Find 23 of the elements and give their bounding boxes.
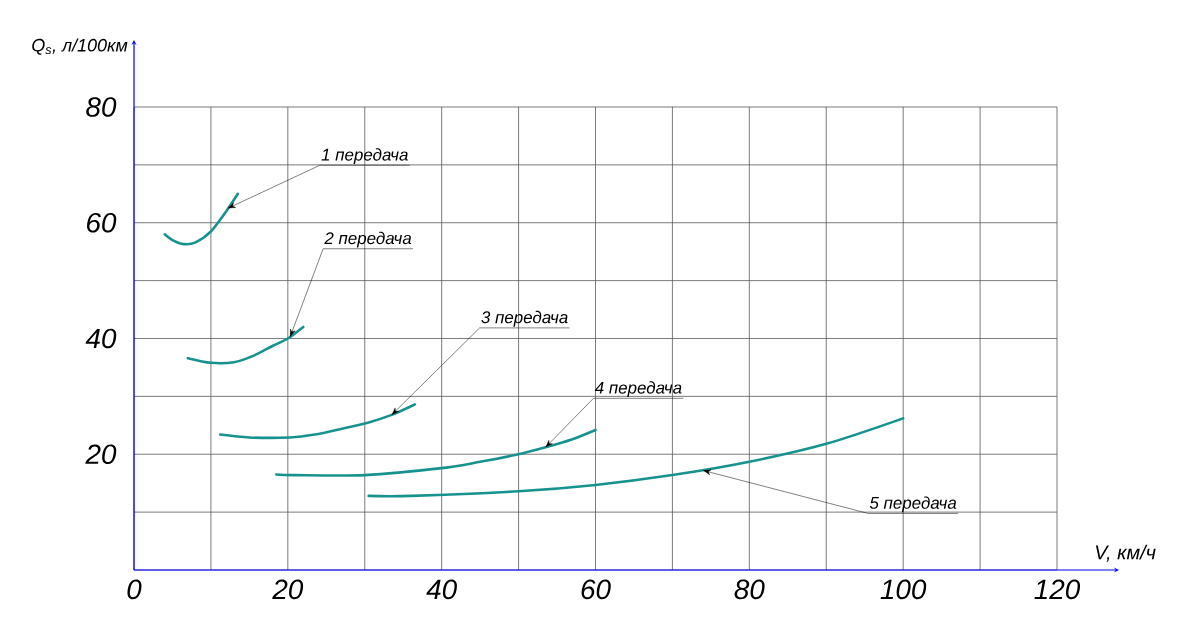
line-series xyxy=(186,325,305,365)
y-tick-label: 60 xyxy=(87,212,117,233)
y-tick-label: 40 xyxy=(85,328,117,349)
y-axis-title: Q$_{s}$, л/100км xyxy=(32,38,128,55)
x-tick-label: 40 xyxy=(426,579,457,600)
x-tick-label: 120 xyxy=(1034,579,1081,600)
line-series xyxy=(163,192,240,246)
line-series xyxy=(275,428,597,477)
annotation: 2 передача xyxy=(324,231,412,248)
x-axis-title: V, км/ч xyxy=(1095,544,1156,562)
x-tick-label: 60 xyxy=(581,579,611,600)
y-tick-label: 20 xyxy=(85,444,117,465)
line-series xyxy=(367,417,905,498)
annotation: 4 передача xyxy=(594,381,682,398)
annotation: 1 передача xyxy=(321,148,408,165)
annotation: 5 передача xyxy=(869,496,957,513)
x-tick-label: 0 xyxy=(127,579,142,600)
annotation: 3 передача xyxy=(481,310,568,327)
x-tick-label: 100 xyxy=(880,579,927,600)
line-series xyxy=(218,403,417,440)
y-tick-label: 80 xyxy=(86,97,117,117)
x-tick-label: 80 xyxy=(734,579,765,600)
x-tick-label: 20 xyxy=(272,579,304,600)
